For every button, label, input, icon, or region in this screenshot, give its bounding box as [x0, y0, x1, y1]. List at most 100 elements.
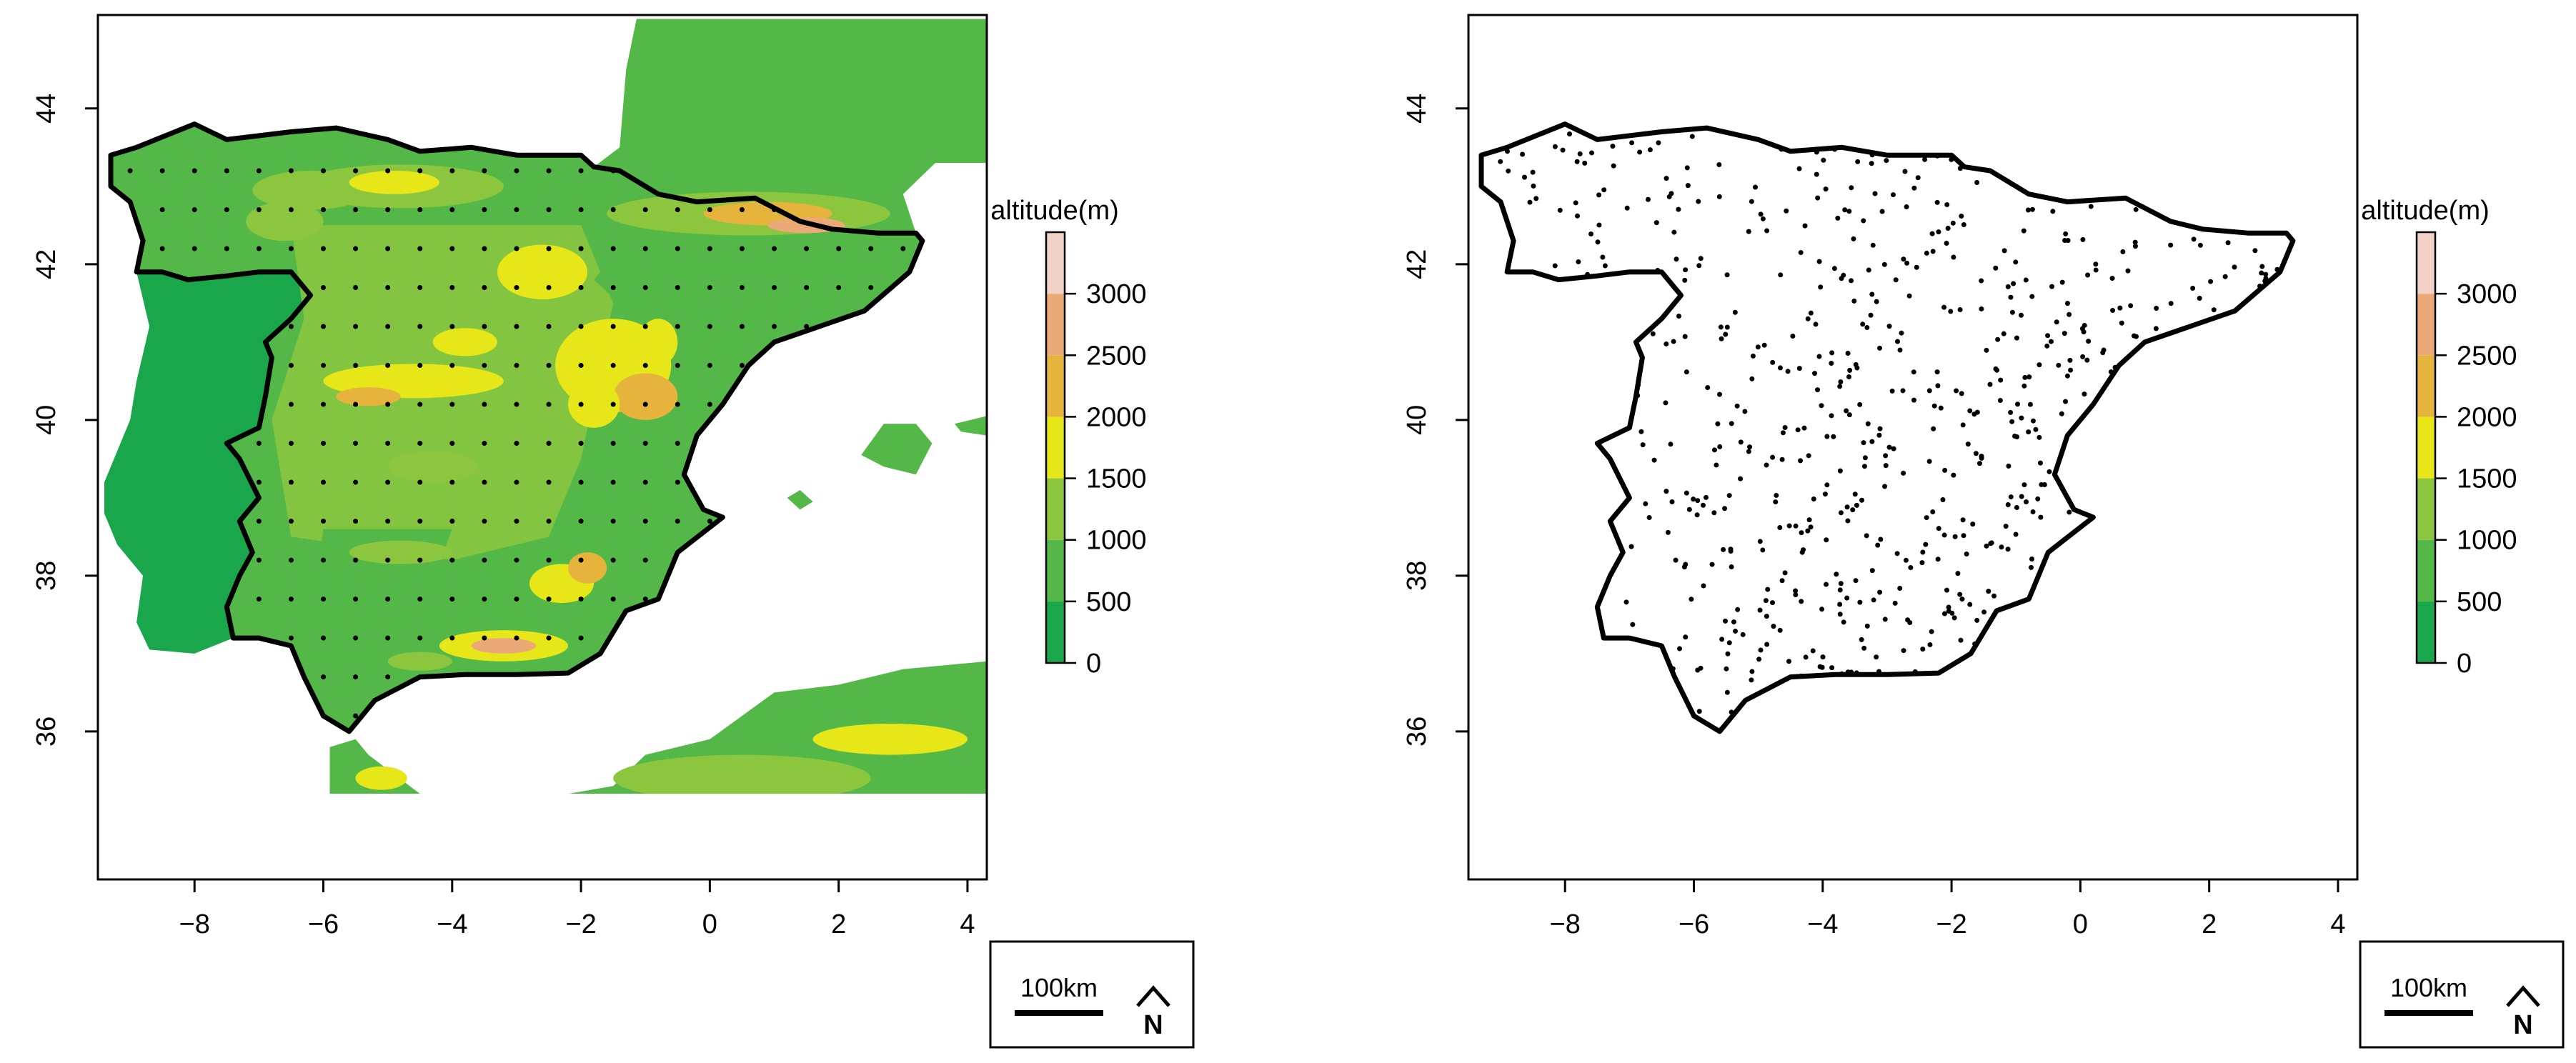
station-point — [1957, 592, 1963, 597]
sample-point — [578, 285, 584, 291]
station-point — [1837, 384, 1843, 389]
legend-swatch — [2417, 416, 2435, 479]
station-point — [2011, 281, 2016, 286]
station-point — [1829, 665, 1835, 671]
highland-area — [1939, 552, 1977, 584]
station-point — [2014, 335, 2019, 341]
station-point — [1946, 604, 1951, 610]
sample-point — [353, 597, 359, 602]
sample-point — [353, 713, 359, 719]
sample-point — [707, 207, 712, 213]
station-point — [1779, 578, 1785, 584]
station-point — [1574, 159, 1580, 164]
sample-point — [578, 324, 584, 329]
x-tick-label: 0 — [2073, 909, 2088, 939]
sample-point — [578, 168, 584, 174]
station-point — [2005, 284, 2011, 289]
station-point — [1922, 156, 1928, 162]
station-point — [1884, 158, 1889, 164]
station-point — [1915, 175, 1921, 181]
sample-point — [707, 324, 712, 329]
station-point — [1671, 339, 1676, 344]
sample-point — [804, 246, 810, 251]
sample-point — [159, 207, 165, 213]
station-point — [1770, 600, 1776, 606]
sample-point — [385, 441, 391, 446]
highland-area — [568, 552, 607, 584]
station-point — [2208, 279, 2214, 284]
sample-point — [288, 401, 294, 407]
sample-point — [417, 207, 423, 213]
station-point — [2023, 277, 2029, 283]
station-point — [1984, 347, 1989, 353]
sample-point — [321, 363, 327, 369]
station-point — [1801, 425, 1807, 431]
sample-point — [642, 207, 648, 213]
station-point — [1669, 191, 1674, 196]
station-point — [2084, 357, 2090, 363]
station-point — [2168, 301, 2174, 306]
sample-point — [482, 519, 487, 524]
station-point — [1676, 206, 1681, 212]
station-point — [1945, 225, 1951, 231]
sample-point — [417, 363, 423, 369]
sample-point — [385, 597, 391, 602]
station-point — [1957, 307, 1963, 313]
station-point — [1760, 547, 1766, 553]
sample-point — [642, 479, 648, 485]
station-point — [2132, 239, 2138, 245]
station-point — [1838, 581, 1844, 587]
station-point — [1984, 543, 1989, 549]
station-point — [1799, 549, 1805, 555]
station-point — [2259, 270, 2264, 276]
station-point — [1872, 191, 1878, 196]
station-point — [1935, 557, 1941, 562]
station-point — [1934, 153, 1940, 159]
station-point — [1955, 571, 1961, 577]
y-tick-label: 44 — [31, 94, 61, 124]
station-point — [1876, 432, 1882, 438]
sample-point — [449, 557, 455, 563]
station-point — [2211, 307, 2217, 313]
station-point — [1716, 162, 1722, 168]
station-point — [1965, 441, 1971, 447]
x-tick-label: −8 — [179, 909, 210, 939]
station-point — [1812, 371, 1818, 376]
station-point — [1837, 612, 1843, 617]
station-point — [1876, 669, 1882, 674]
station-point — [2086, 339, 2092, 344]
station-point — [1711, 447, 1717, 453]
sample-point — [321, 597, 327, 602]
sample-point — [385, 479, 391, 485]
station-point — [1823, 186, 1829, 192]
station-point — [1778, 272, 1784, 278]
station-point — [1803, 654, 1809, 660]
station-point — [1527, 199, 1533, 205]
station-point — [1998, 377, 2004, 383]
sample-points — [127, 168, 906, 719]
sample-point — [353, 363, 359, 369]
station-point — [1588, 231, 1594, 237]
station-point — [1861, 440, 1866, 446]
station-point — [1684, 369, 1689, 375]
station-point — [1976, 461, 1982, 466]
highland-area — [355, 766, 407, 790]
sample-point — [642, 246, 648, 251]
sample-point — [385, 674, 391, 680]
station-point — [2093, 267, 2099, 273]
station-point — [1815, 387, 1821, 393]
sample-point — [836, 285, 842, 291]
station-point — [2080, 236, 2086, 242]
station-point — [2026, 429, 2032, 435]
station-point — [2080, 354, 2086, 359]
station-point — [1837, 468, 1843, 474]
legend-swatch — [1046, 294, 1065, 356]
station-point — [1577, 151, 1583, 156]
station-point — [2088, 204, 2094, 209]
land-shape — [787, 490, 813, 510]
sample-point — [224, 246, 229, 251]
highland-area — [1726, 767, 1778, 790]
land-shape — [104, 271, 311, 654]
station-point — [1520, 151, 1526, 157]
